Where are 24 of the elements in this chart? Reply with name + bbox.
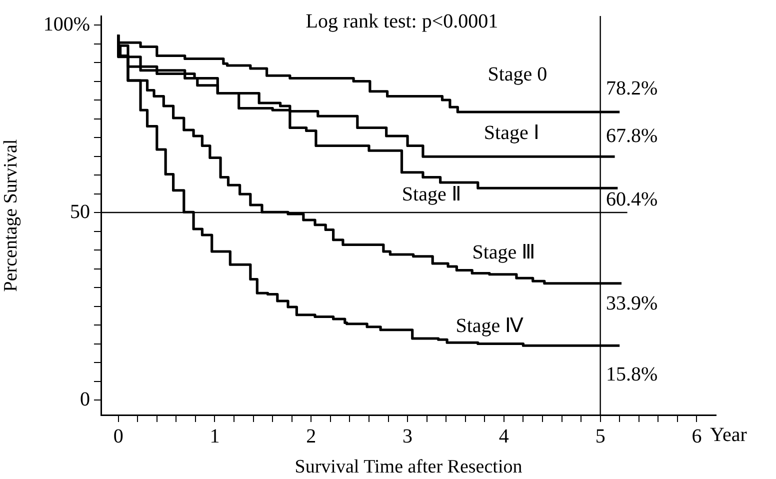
- series-label: Stage 0: [488, 63, 548, 86]
- x-tick-label: 3: [402, 425, 413, 448]
- x-tick-label: 0: [113, 425, 124, 448]
- x-tick-label: 1: [210, 425, 220, 448]
- x-tick-label: 2: [306, 425, 316, 448]
- y-tick-label: 0: [80, 388, 90, 410]
- series-label: Stage Ⅱ: [402, 184, 462, 206]
- x-axis-title: Survival Time after Resection: [294, 456, 523, 478]
- annotation: 60.4%: [606, 188, 658, 210]
- text: Year: [710, 424, 748, 446]
- y-axis-title: Percentage Survival: [0, 139, 22, 292]
- y-tick-label: 100%: [43, 13, 90, 36]
- series-label: Stage Ⅳ: [456, 314, 524, 337]
- y-tick-label: 50: [70, 200, 90, 223]
- annotation: 67.8%: [606, 125, 658, 148]
- annotation: 15.8%: [606, 363, 658, 386]
- annotation: 33.9%: [606, 292, 658, 314]
- x-tick-label: 4: [498, 425, 509, 448]
- series-label: Stage Ⅰ: [484, 122, 540, 144]
- annotation: Log rank test: p<0.0001: [306, 10, 498, 32]
- series-label: Stage Ⅲ: [472, 242, 536, 264]
- x-tick-label: 6: [692, 425, 702, 448]
- annotation: 78.2%: [606, 77, 658, 100]
- x-tick-label: 5: [595, 425, 606, 448]
